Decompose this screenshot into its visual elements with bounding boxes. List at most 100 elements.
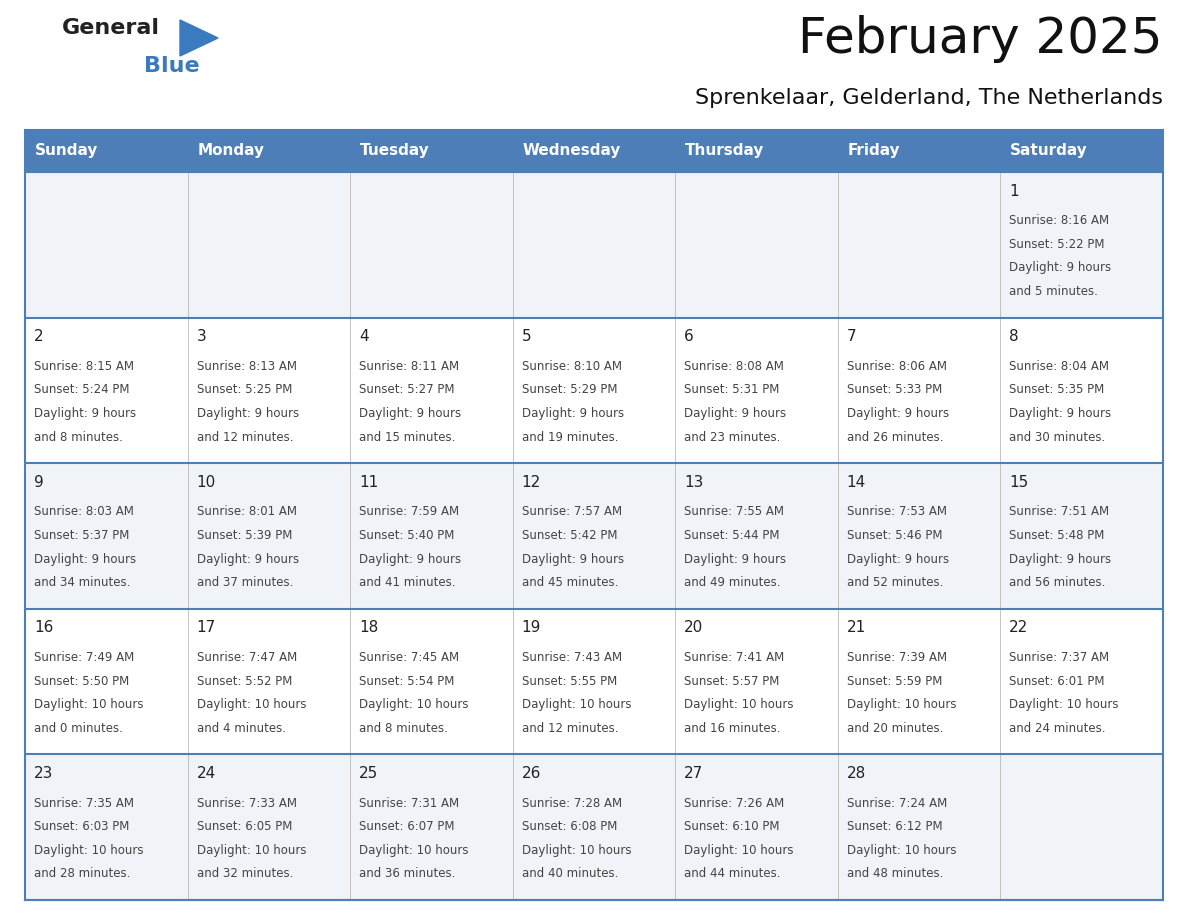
Text: and 34 minutes.: and 34 minutes. [34,577,131,589]
Text: Sunrise: 8:13 AM: Sunrise: 8:13 AM [196,360,297,373]
Text: 16: 16 [34,621,53,635]
Text: Sunrise: 7:31 AM: Sunrise: 7:31 AM [359,797,460,810]
Text: Sunrise: 7:39 AM: Sunrise: 7:39 AM [847,651,947,664]
Text: 19: 19 [522,621,541,635]
Text: Sunrise: 7:57 AM: Sunrise: 7:57 AM [522,506,621,519]
Text: Daylight: 9 hours: Daylight: 9 hours [34,407,137,420]
Text: Sunset: 5:25 PM: Sunset: 5:25 PM [196,384,292,397]
Text: Sunrise: 8:03 AM: Sunrise: 8:03 AM [34,506,134,519]
Bar [25,755,188,900]
Text: Sunrise: 7:28 AM: Sunrise: 7:28 AM [522,797,621,810]
Text: Sunrise: 8:08 AM: Sunrise: 8:08 AM [684,360,784,373]
Text: Sunset: 6:08 PM: Sunset: 6:08 PM [522,820,617,834]
Text: Sunset: 5:33 PM: Sunset: 5:33 PM [847,384,942,397]
Bar [513,172,675,318]
Text: Daylight: 9 hours: Daylight: 9 hours [1010,262,1112,274]
Text: Sunset: 6:10 PM: Sunset: 6:10 PM [684,820,779,834]
Bar [350,172,513,318]
Text: Daylight: 9 hours: Daylight: 9 hours [196,407,298,420]
Bar [350,609,513,755]
Bar [838,130,1000,172]
Text: 5: 5 [522,330,531,344]
Bar [838,609,1000,755]
Text: 24: 24 [196,766,216,781]
Text: 18: 18 [359,621,378,635]
Text: and 32 minutes.: and 32 minutes. [196,868,293,880]
Text: and 15 minutes.: and 15 minutes. [359,431,455,443]
Text: 1: 1 [1010,184,1019,198]
Text: 15: 15 [1010,475,1029,490]
Bar [1000,130,1163,172]
Bar [513,318,675,464]
Text: and 41 minutes.: and 41 minutes. [359,577,455,589]
Text: Sunrise: 7:37 AM: Sunrise: 7:37 AM [1010,651,1110,664]
Text: 21: 21 [847,621,866,635]
Text: 17: 17 [196,621,216,635]
Text: and 28 minutes.: and 28 minutes. [34,868,131,880]
Text: Sunrise: 8:16 AM: Sunrise: 8:16 AM [1010,214,1110,228]
Text: 9: 9 [34,475,44,490]
Text: Sunrise: 7:35 AM: Sunrise: 7:35 AM [34,797,134,810]
Text: Saturday: Saturday [1010,143,1088,159]
Text: Sunset: 5:50 PM: Sunset: 5:50 PM [34,675,129,688]
Text: and 30 minutes.: and 30 minutes. [1010,431,1106,443]
Text: and 12 minutes.: and 12 minutes. [522,722,618,734]
Bar [350,130,513,172]
Text: 12: 12 [522,475,541,490]
Text: and 8 minutes.: and 8 minutes. [359,722,448,734]
Bar [675,755,838,900]
Text: and 40 minutes.: and 40 minutes. [522,868,618,880]
Text: Sunrise: 7:41 AM: Sunrise: 7:41 AM [684,651,784,664]
Text: Sunrise: 8:15 AM: Sunrise: 8:15 AM [34,360,134,373]
Text: and 44 minutes.: and 44 minutes. [684,868,781,880]
Text: Daylight: 9 hours: Daylight: 9 hours [684,407,786,420]
Text: and 20 minutes.: and 20 minutes. [847,722,943,734]
Text: 14: 14 [847,475,866,490]
Bar [1000,755,1163,900]
Text: Sunrise: 7:59 AM: Sunrise: 7:59 AM [359,506,460,519]
Text: Sunset: 5:59 PM: Sunset: 5:59 PM [847,675,942,688]
Polygon shape [181,20,219,56]
Bar [675,464,838,609]
Bar [675,318,838,464]
Bar [513,464,675,609]
Text: and 45 minutes.: and 45 minutes. [522,577,618,589]
Bar [188,609,350,755]
Text: 26: 26 [522,766,541,781]
Text: Sunset: 5:46 PM: Sunset: 5:46 PM [847,529,942,542]
Text: Daylight: 10 hours: Daylight: 10 hours [847,699,956,711]
Text: Daylight: 10 hours: Daylight: 10 hours [684,844,794,856]
Bar [1000,318,1163,464]
Text: Daylight: 10 hours: Daylight: 10 hours [1010,699,1119,711]
Text: Blue: Blue [144,56,200,76]
Bar [25,130,188,172]
Text: Daylight: 10 hours: Daylight: 10 hours [34,699,144,711]
Text: Daylight: 9 hours: Daylight: 9 hours [359,407,461,420]
Text: 23: 23 [34,766,53,781]
Text: Sunrise: 7:53 AM: Sunrise: 7:53 AM [847,506,947,519]
Bar [513,609,675,755]
Text: Daylight: 9 hours: Daylight: 9 hours [196,553,298,565]
Text: Sunrise: 7:43 AM: Sunrise: 7:43 AM [522,651,621,664]
Bar [350,318,513,464]
Text: Daylight: 9 hours: Daylight: 9 hours [522,407,624,420]
Text: 6: 6 [684,330,694,344]
Text: Sunset: 5:44 PM: Sunset: 5:44 PM [684,529,779,542]
Text: Sunset: 5:22 PM: Sunset: 5:22 PM [1010,238,1105,251]
Text: Daylight: 10 hours: Daylight: 10 hours [522,844,631,856]
Text: and 8 minutes.: and 8 minutes. [34,431,122,443]
Text: Sunrise: 8:11 AM: Sunrise: 8:11 AM [359,360,460,373]
Bar [675,172,838,318]
Text: Sunrise: 8:10 AM: Sunrise: 8:10 AM [522,360,621,373]
Text: General: General [62,18,160,38]
Text: Daylight: 9 hours: Daylight: 9 hours [684,553,786,565]
Text: Sunrise: 7:55 AM: Sunrise: 7:55 AM [684,506,784,519]
Bar [350,464,513,609]
Text: Wednesday: Wednesday [523,143,621,159]
Text: Sunset: 5:31 PM: Sunset: 5:31 PM [684,384,779,397]
Bar [1000,464,1163,609]
Text: 11: 11 [359,475,378,490]
Text: and 37 minutes.: and 37 minutes. [196,577,293,589]
Text: Daylight: 10 hours: Daylight: 10 hours [847,844,956,856]
Bar [25,609,188,755]
